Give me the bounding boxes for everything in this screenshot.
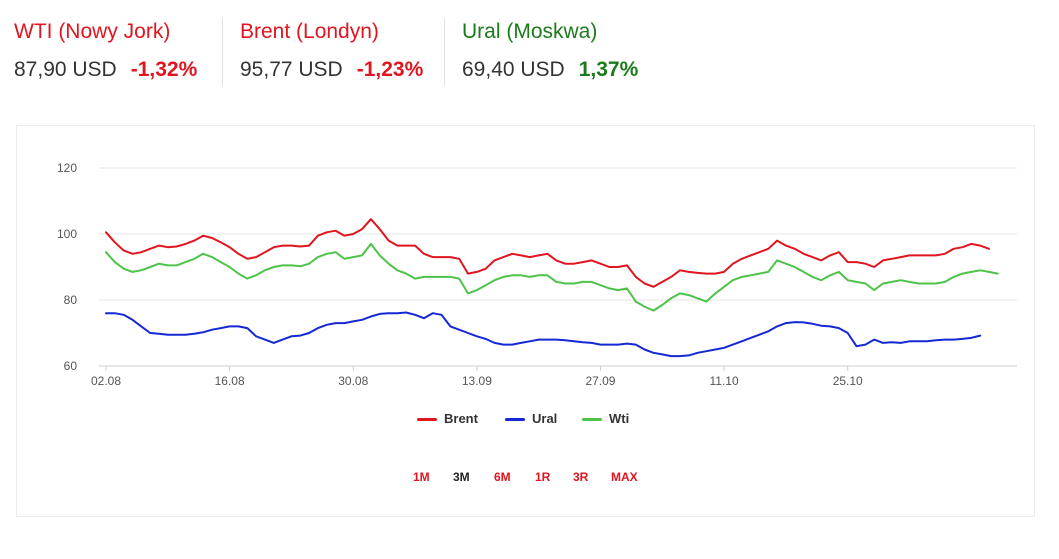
ticker-price: 87,90 USD <box>14 58 117 81</box>
x-tick-label: 02.08 <box>91 374 121 388</box>
series-lines <box>105 218 999 358</box>
ticker-brent[interactable]: Brent (Londyn) 95,77 USD -1,23% <box>240 18 445 86</box>
x-tick-label: 13.09 <box>462 374 492 388</box>
x-tick-label: 16.08 <box>215 374 245 388</box>
x-tick-label: 30.08 <box>338 374 368 388</box>
x-tick-label: 11.10 <box>710 374 739 388</box>
legend-swatch <box>505 418 525 421</box>
legend-label: Brent <box>444 411 478 426</box>
range-selector: 1M 3M 6M 1R 3R MAX <box>397 470 657 490</box>
chart-panel: 60 80 100 120 02.08 16.08 30.08 13.09 27.09 11.1… <box>16 125 1035 517</box>
range-button-1m[interactable]: 1M <box>413 470 430 484</box>
x-tick-label: 27.09 <box>585 374 615 388</box>
series-line-ural[interactable] <box>105 311 982 358</box>
range-button-3r[interactable]: 3R <box>573 470 589 484</box>
ticker-price: 95,77 USD <box>240 58 343 81</box>
legend-swatch <box>417 418 437 421</box>
ticker-price-row: 69,40 USD 1,37% <box>462 58 638 82</box>
range-button-6m[interactable]: 6M <box>494 470 511 484</box>
y-tick-label: 100 <box>57 227 77 241</box>
oil-price-chart[interactable]: 60 80 100 120 02.08 16.08 30.08 13.09 27.09 11.1… <box>17 126 1036 518</box>
y-tick-label: 80 <box>64 293 78 307</box>
y-tick-label: 60 <box>64 359 78 373</box>
x-axis: 02.08 16.08 30.08 13.09 27.09 11.10 25.10 <box>91 365 1017 388</box>
ticker-price: 69,40 USD <box>462 58 565 81</box>
ticker-change: 1,37% <box>578 58 639 81</box>
y-tick-label: 120 <box>57 161 77 175</box>
y-axis-ticks: 60 80 100 120 <box>57 161 77 373</box>
ticker-change: -1,23% <box>356 58 424 81</box>
chart-legend: Brent Ural Wti <box>417 410 677 430</box>
price-tickers: WTI (Nowy Jork) 87,90 USD -1,32% Brent (L… <box>0 0 1059 110</box>
ticker-wti[interactable]: WTI (Nowy Jork) 87,90 USD -1,32% <box>14 18 223 86</box>
x-tick-label: 25.10 <box>833 374 863 388</box>
range-button-1r[interactable]: 1R <box>535 470 551 484</box>
ticker-price-row: 95,77 USD -1,23% <box>240 58 423 82</box>
legend-label: Wti <box>609 411 630 426</box>
legend-swatch <box>582 418 602 421</box>
series-line-wti[interactable] <box>105 242 999 312</box>
ticker-name: Brent (Londyn) <box>240 20 379 43</box>
ticker-name: Ural (Moskwa) <box>462 20 598 43</box>
ticker-price-row: 87,90 USD -1,32% <box>14 58 197 82</box>
range-button-3m[interactable]: 3M <box>453 470 470 484</box>
ticker-change: -1,32% <box>130 58 198 81</box>
range-button-max[interactable]: MAX <box>611 470 638 484</box>
gridlines <box>99 167 1017 367</box>
ticker-ural[interactable]: Ural (Moskwa) 69,40 USD 1,37% <box>462 18 682 86</box>
series-line-brent[interactable] <box>105 218 990 288</box>
ticker-name: WTI (Nowy Jork) <box>14 20 171 43</box>
legend-label: Ural <box>532 411 558 426</box>
